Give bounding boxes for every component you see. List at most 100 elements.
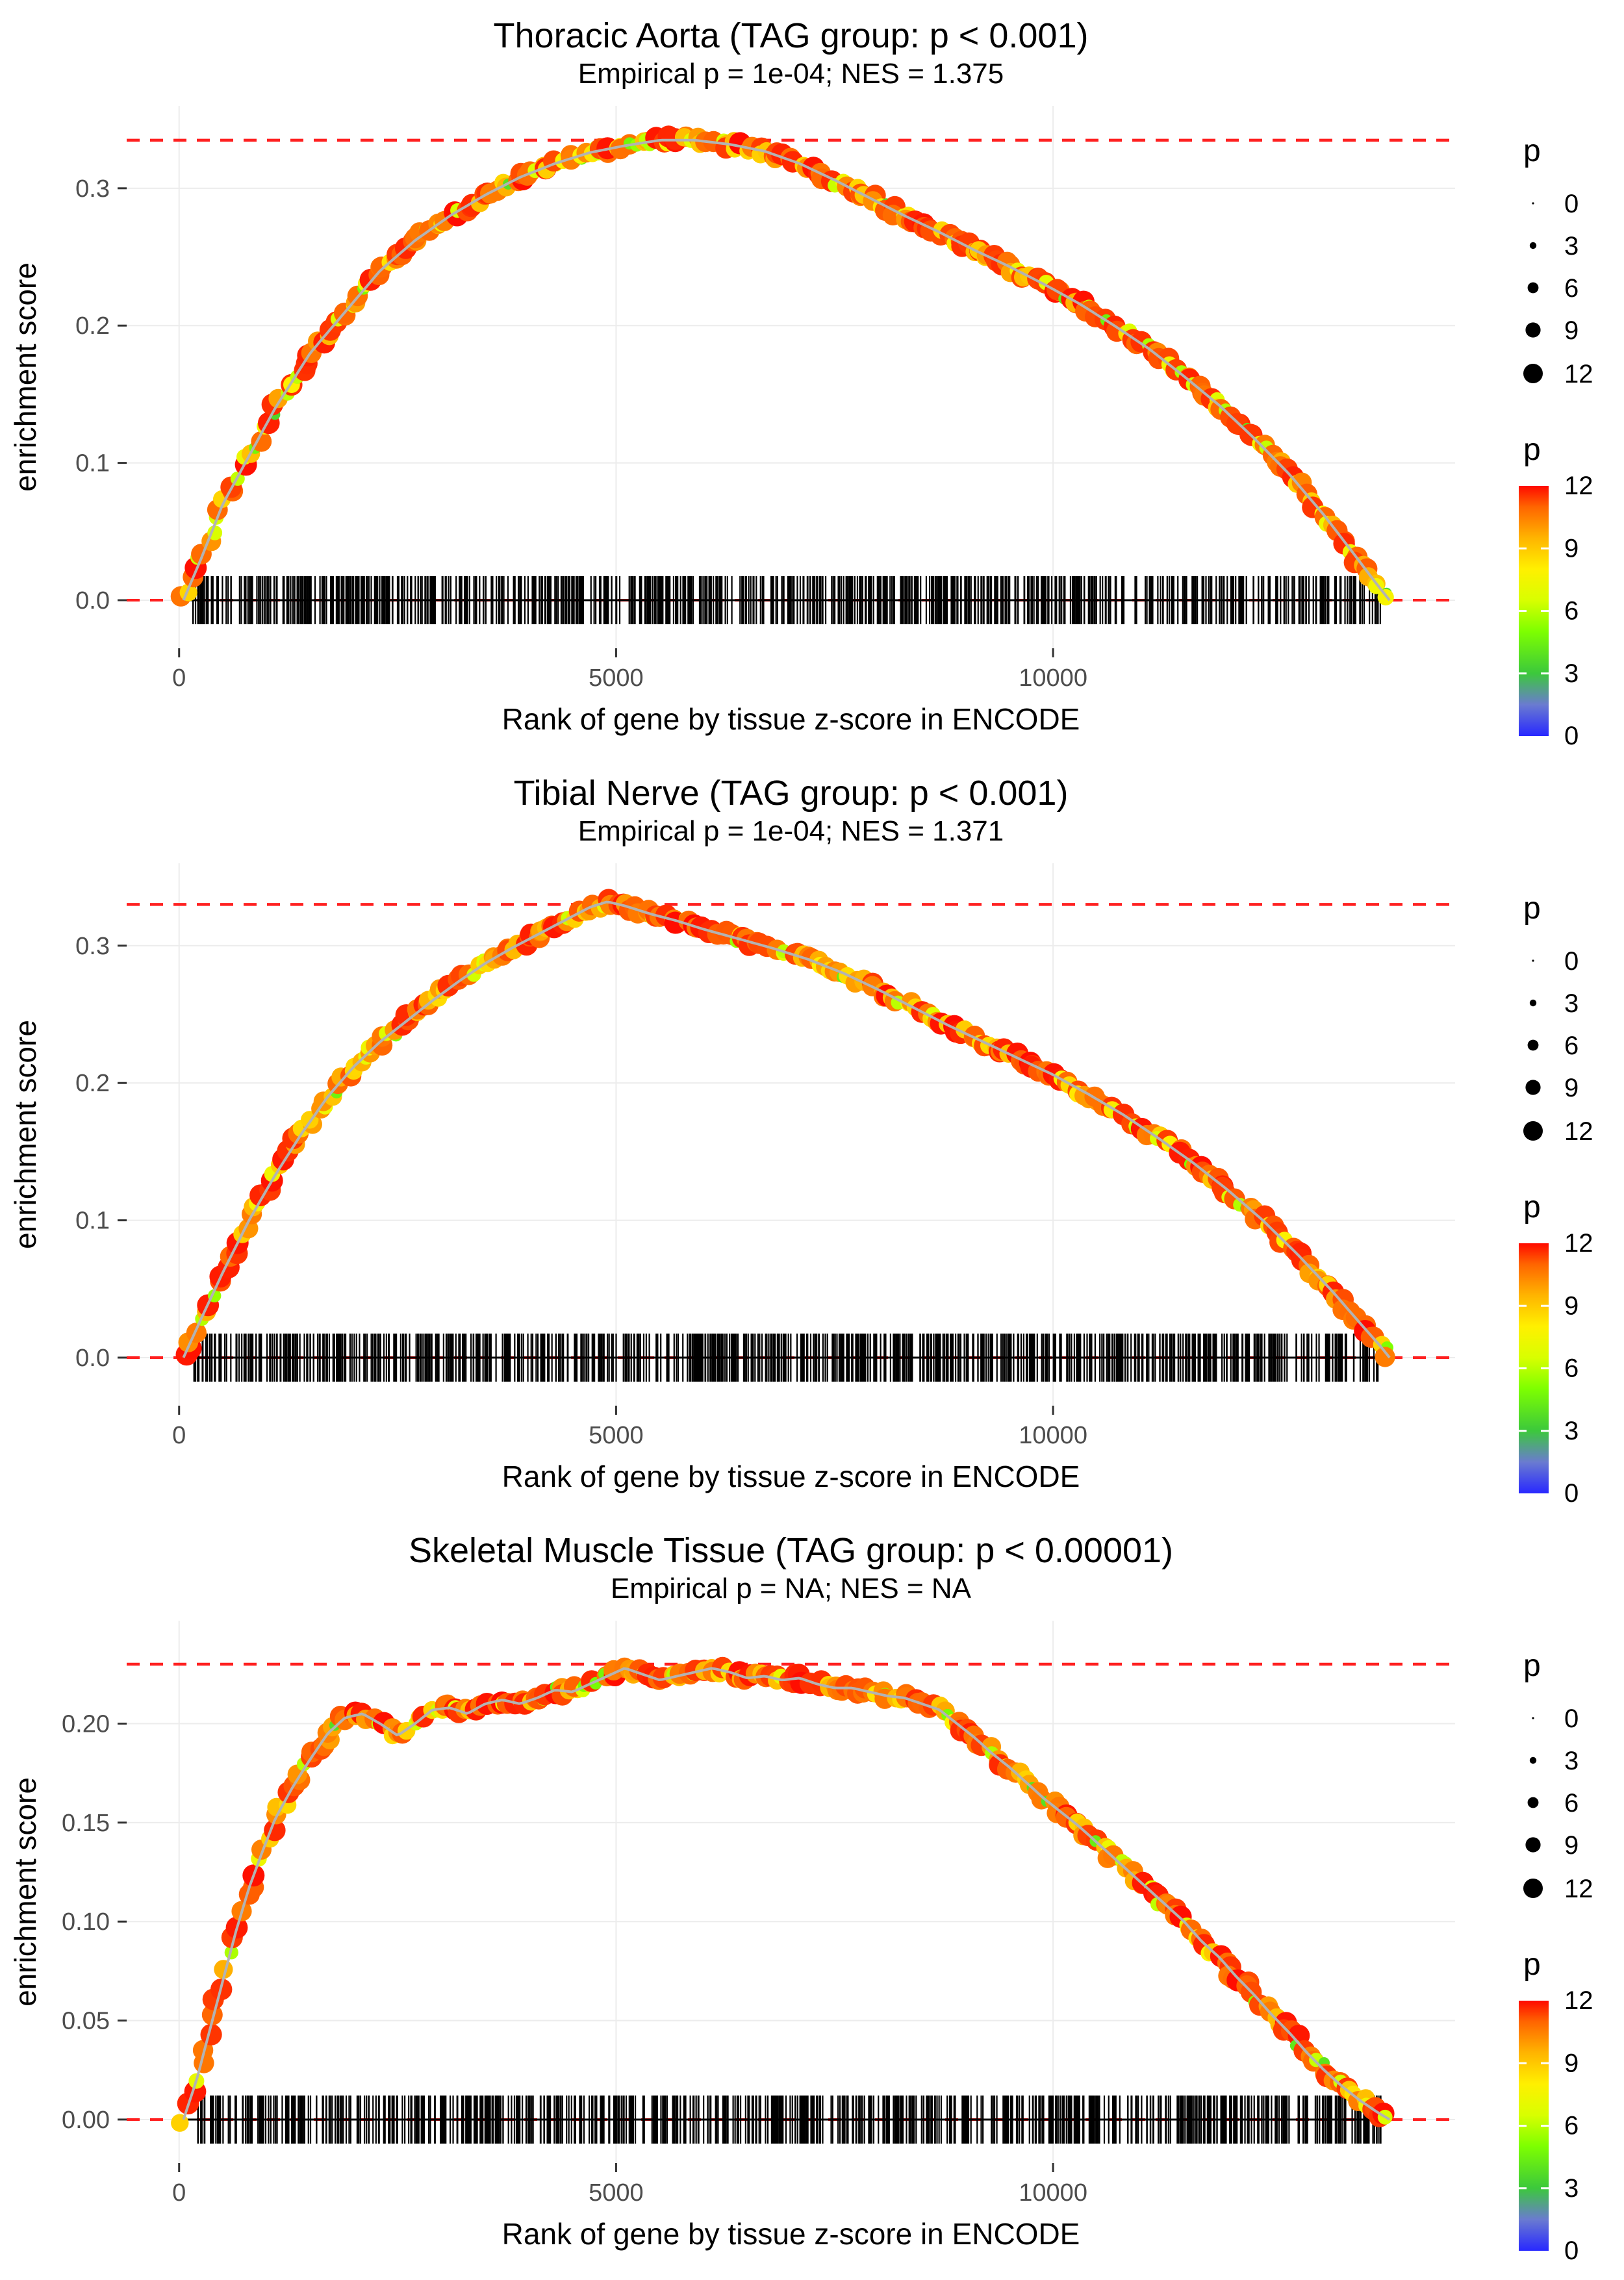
- color-legend-label: 0: [1564, 722, 1579, 750]
- size-legend-label: 9: [1564, 316, 1579, 345]
- enrichment-curve-line: [182, 139, 1391, 602]
- y-tick-label: 0.10: [62, 1909, 110, 1936]
- panel-title: Skeletal Muscle Tissue (TAG group: p < 0…: [408, 1531, 1174, 1570]
- axes: 0 5000 10000 0.0 0.1 0.2 0.3: [75, 175, 1087, 692]
- size-legend-dot: [1527, 1040, 1539, 1051]
- x-axis-title: Rank of gene by tissue z-score in ENCODE: [502, 2217, 1080, 2251]
- size-legend-dot: [1523, 364, 1543, 384]
- enrichment-points: [170, 125, 1394, 607]
- x-tick-label: 10000: [1019, 2179, 1087, 2207]
- size-legend-label: 6: [1564, 1789, 1579, 1818]
- size-legend-label: 0: [1564, 190, 1579, 218]
- size-legend-label: 12: [1564, 1875, 1593, 1903]
- color-legend-label: 0: [1564, 1479, 1579, 1508]
- size-legend-title: p: [1523, 134, 1541, 168]
- size-legend-title: p: [1523, 1649, 1541, 1683]
- color-legend-title: p: [1523, 1947, 1541, 1982]
- color-legend-label: 12: [1564, 1986, 1593, 2015]
- color-legend-label: 9: [1564, 535, 1579, 563]
- color-legend-label: 3: [1564, 659, 1579, 688]
- size-legend-dot: [1525, 322, 1541, 338]
- size-legend-label: 6: [1564, 274, 1579, 303]
- y-tick-label: 0.0: [75, 1345, 110, 1372]
- size-legend-dot: [1532, 959, 1534, 963]
- size-legend-label: 9: [1564, 1074, 1579, 1102]
- size-legend-dot: [1527, 283, 1539, 294]
- x-tick-label: 5000: [589, 2179, 644, 2207]
- size-legend-label: 3: [1564, 989, 1579, 1018]
- axes: 0 5000 10000 0.0 0.1 0.2 0.3: [75, 933, 1087, 1449]
- x-tick-label: 10000: [1019, 665, 1087, 692]
- size-legend-dot: [1523, 1121, 1543, 1141]
- x-tick-label: 5000: [589, 1422, 644, 1449]
- color-legend-title: p: [1523, 1190, 1541, 1224]
- x-tick-label: 0: [172, 2179, 186, 2207]
- panel-subtitle: Empirical p = 1e-04; NES = 1.371: [577, 815, 1004, 848]
- y-axis-title: enrichment score: [8, 1778, 42, 2007]
- size-legend-label: 12: [1564, 1117, 1593, 1146]
- size-legend-dot: [1523, 1879, 1543, 1899]
- gridlines: [127, 1621, 1455, 2164]
- panel-skeletal-muscle: Skeletal Muscle Tissue (TAG group: p < 0…: [0, 1515, 1624, 2272]
- size-legend-dot: [1525, 1080, 1541, 1096]
- color-legend-title: p: [1523, 433, 1541, 467]
- color-legend-label: 3: [1564, 1417, 1579, 1445]
- enrichment-plot-thoracic-aorta: 0 5000 10000 0.0 0.1 0.2 0.3 enrichment score Ra…: [8, 106, 1593, 750]
- x-axis-title: Rank of gene by tissue z-score in ENCODE: [502, 1460, 1080, 1493]
- color-legend-label: 12: [1564, 1229, 1593, 1258]
- size-legend-dot: [1527, 1797, 1539, 1808]
- color-legend-label: 6: [1564, 597, 1579, 626]
- y-tick-label: 0.2: [75, 313, 110, 340]
- color-legend-label: 9: [1564, 1292, 1579, 1321]
- color-legend-label: 0: [1564, 2236, 1579, 2265]
- size-legend-title: p: [1523, 891, 1541, 926]
- x-tick-label: 5000: [589, 665, 644, 692]
- y-tick-label: 0.15: [62, 1810, 110, 1837]
- enrichment-points: [171, 1657, 1395, 2133]
- x-tick-label: 0: [172, 1422, 186, 1449]
- size-legend-dot: [1529, 1757, 1537, 1764]
- enrichment-plot-tibial-nerve: 0 5000 10000 0.0 0.1 0.2 0.3 enrichment score Ra…: [8, 863, 1593, 1508]
- enrichment-points: [175, 889, 1395, 1368]
- color-legend-label: 9: [1564, 2049, 1579, 2078]
- x-axis-title: Rank of gene by tissue z-score in ENCODE: [502, 702, 1080, 736]
- size-legend-label: 6: [1564, 1032, 1579, 1060]
- enrichment-curve-line: [182, 901, 1391, 1359]
- panel-subtitle: Empirical p = 1e-04; NES = 1.375: [577, 58, 1004, 90]
- size-legend-label: 3: [1564, 1747, 1579, 1775]
- size-legend-dot: [1529, 1000, 1537, 1007]
- size-legend-label: 3: [1564, 232, 1579, 260]
- size-legend-dot: [1525, 1837, 1541, 1853]
- y-tick-label: 0.1: [75, 1208, 110, 1235]
- y-tick-label: 0.2: [75, 1070, 110, 1098]
- size-legend-dot: [1532, 202, 1534, 205]
- y-tick-label: 0.0: [75, 587, 110, 614]
- gridlines: [127, 106, 1455, 649]
- y-tick-label: 0.05: [62, 2008, 110, 2035]
- size-legend-label: 0: [1564, 1704, 1579, 1733]
- y-axis-title: enrichment score: [8, 1020, 42, 1250]
- color-legend-label: 3: [1564, 2174, 1579, 2203]
- color-legend-label: 6: [1564, 1354, 1579, 1383]
- panel-thoracic-aorta: Thoracic Aorta (TAG group: p < 0.001) Em…: [0, 0, 1624, 757]
- size-legend-label: 12: [1564, 360, 1593, 388]
- panel-tibial-nerve: Tibial Nerve (TAG group: p < 0.001) Empi…: [0, 757, 1624, 1515]
- size-legend-dot: [1529, 242, 1537, 249]
- enrichment-plot-skeletal-muscle: 0 5000 10000 0.00 0.05 0.10 0.15 0.20 enrichment…: [8, 1621, 1593, 2265]
- y-tick-label: 0.3: [75, 175, 110, 203]
- size-legend-label: 9: [1564, 1831, 1579, 1860]
- enrichment-curve-line: [182, 1667, 1391, 2122]
- color-legend-label: 6: [1564, 2112, 1579, 2140]
- x-tick-label: 10000: [1019, 1422, 1087, 1449]
- y-tick-label: 0.00: [62, 2107, 110, 2134]
- axes: 0 5000 10000 0.00 0.05 0.10 0.15 0.20: [62, 1711, 1087, 2207]
- panel-subtitle: Empirical p = NA; NES = NA: [610, 1573, 972, 1605]
- size-legend-dot: [1532, 1717, 1534, 1720]
- y-tick-label: 0.1: [75, 450, 110, 477]
- y-tick-label: 0.3: [75, 933, 110, 960]
- panel-title: Thoracic Aorta (TAG group: p < 0.001): [493, 16, 1089, 55]
